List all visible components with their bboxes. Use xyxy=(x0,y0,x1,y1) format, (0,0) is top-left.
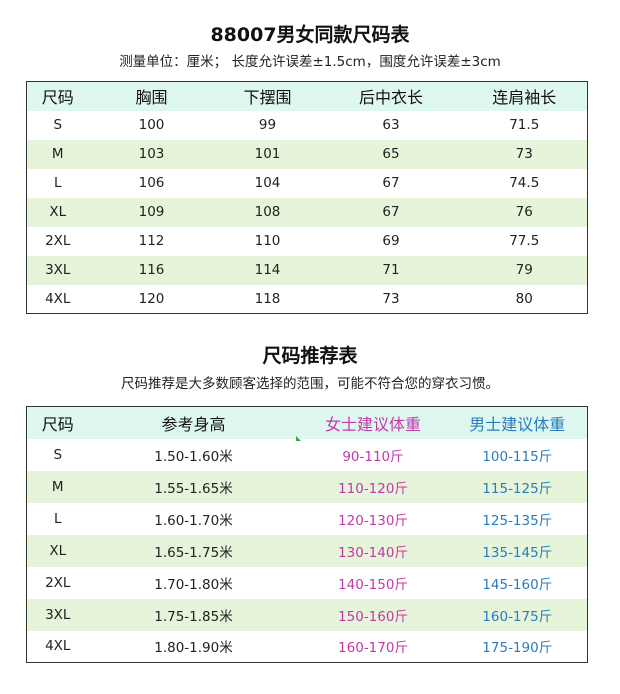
table-row: XL 109 108 67 76 xyxy=(26,197,588,227)
header-male-weight: 男士建议体重 xyxy=(447,406,588,439)
table-row: 3XL 116 114 71 79 xyxy=(26,255,588,285)
table-cell: S xyxy=(26,438,89,471)
table-cell: 67 xyxy=(320,197,462,227)
table-cell: 101 xyxy=(214,139,321,169)
table-cell: S xyxy=(26,110,89,140)
table-cell: 116 xyxy=(88,255,215,285)
recommend-table-subtitle: 尺码推荐是大多数顾客选择的范围，可能不符合您的穿衣习惯。 xyxy=(121,376,499,392)
size-table-header-row: 尺码 胸围 下摆围 后中衣长 连肩袖长 xyxy=(26,81,588,111)
table-cell: 2XL xyxy=(26,566,89,599)
table-row: XL 1.65-1.75米 130-140斤 135-145斤 xyxy=(26,534,588,567)
table-cell: 150-160斤 xyxy=(298,598,448,631)
table-row: L 106 104 67 74.5 xyxy=(26,168,588,198)
table-cell: 135-145斤 xyxy=(447,534,588,567)
table-cell: 120-130斤 xyxy=(298,502,448,535)
table-cell: M xyxy=(26,470,89,503)
table-cell: 130-140斤 xyxy=(298,534,448,567)
table-row: 4XL 120 118 73 80 xyxy=(26,284,588,314)
table-cell: 1.60-1.70米 xyxy=(88,502,299,535)
header-chest: 胸围 xyxy=(88,81,215,111)
table-row: 4XL 1.80-1.90米 160-170斤 175-190斤 xyxy=(26,630,588,663)
table-cell: 100-115斤 xyxy=(447,438,588,471)
table-cell: L xyxy=(26,168,89,198)
table-cell: 74.5 xyxy=(461,168,588,198)
table-cell: 140-150斤 xyxy=(298,566,448,599)
table-row: M 1.55-1.65米 110-120斤 115-125斤 xyxy=(26,470,588,503)
table-cell: 145-160斤 xyxy=(447,566,588,599)
header-height: 参考身高 xyxy=(88,406,299,439)
table-cell: 76 xyxy=(461,197,588,227)
table-cell: 80 xyxy=(461,284,588,314)
table-cell: XL xyxy=(26,534,89,567)
table-cell: 1.65-1.75米 xyxy=(88,534,299,567)
table-cell: 1.55-1.65米 xyxy=(88,470,299,503)
table-cell: 108 xyxy=(214,197,321,227)
table-cell: 4XL xyxy=(26,284,89,314)
table-cell: 69 xyxy=(320,226,462,256)
table-cell: 106 xyxy=(88,168,215,198)
table-cell: 79 xyxy=(461,255,588,285)
size-table: 尺码 胸围 下摆围 后中衣长 连肩袖长 S 100 99 63 71.5 M 1… xyxy=(26,81,588,314)
table-cell: 71.5 xyxy=(461,110,588,140)
table-cell: 160-170斤 xyxy=(298,630,448,663)
header-size: 尺码 xyxy=(26,406,89,439)
table-cell: L xyxy=(26,502,89,535)
table-cell: 3XL xyxy=(26,598,89,631)
recommend-table-title: 尺码推荐表 xyxy=(262,345,358,367)
corner-marker-icon xyxy=(296,436,301,441)
header-female-weight: 女士建议体重 xyxy=(298,406,448,439)
table-cell: 110-120斤 xyxy=(298,470,448,503)
table-cell: 120 xyxy=(88,284,215,314)
header-hem: 下摆围 xyxy=(214,81,321,111)
table-cell: 115-125斤 xyxy=(447,470,588,503)
table-cell: 1.80-1.90米 xyxy=(88,630,299,663)
table-cell: 71 xyxy=(320,255,462,285)
table-row: S 1.50-1.60米 90-110斤 100-115斤 xyxy=(26,438,588,471)
table-cell: 90-110斤 xyxy=(298,438,448,471)
table-cell: 104 xyxy=(214,168,321,198)
header-sleeve: 连肩袖长 xyxy=(461,81,588,111)
table-cell: 175-190斤 xyxy=(447,630,588,663)
table-cell: 100 xyxy=(88,110,215,140)
table-row: S 100 99 63 71.5 xyxy=(26,110,588,140)
table-row: M 103 101 65 73 xyxy=(26,139,588,169)
table-cell: 1.70-1.80米 xyxy=(88,566,299,599)
table-cell: 73 xyxy=(461,139,588,169)
table-cell: 103 xyxy=(88,139,215,169)
table-cell: 1.75-1.85米 xyxy=(88,598,299,631)
table-cell: 2XL xyxy=(26,226,89,256)
table-cell: 1.50-1.60米 xyxy=(88,438,299,471)
size-table-subtitle: 测量单位：厘米； 长度允许误差±1.5cm，围度允许误差±3cm xyxy=(119,54,501,70)
table-cell: 114 xyxy=(214,255,321,285)
recommend-table: 尺码 参考身高 女士建议体重 男士建议体重 S 1.50-1.60米 90-11… xyxy=(26,406,588,663)
table-cell: 3XL xyxy=(26,255,89,285)
table-cell: 65 xyxy=(320,139,462,169)
table-row: L 1.60-1.70米 120-130斤 125-135斤 xyxy=(26,502,588,535)
table-row: 3XL 1.75-1.85米 150-160斤 160-175斤 xyxy=(26,598,588,631)
table-cell: 118 xyxy=(214,284,321,314)
header-length: 后中衣长 xyxy=(320,81,462,111)
table-row: 2XL 112 110 69 77.5 xyxy=(26,226,588,256)
header-size: 尺码 xyxy=(26,81,89,111)
table-cell: 112 xyxy=(88,226,215,256)
table-cell: 125-135斤 xyxy=(447,502,588,535)
table-cell: 4XL xyxy=(26,630,89,663)
table-cell: XL xyxy=(26,197,89,227)
size-table-title: 88007男女同款尺码表 xyxy=(210,24,410,46)
table-cell: 160-175斤 xyxy=(447,598,588,631)
table-cell: 63 xyxy=(320,110,462,140)
table-cell: 77.5 xyxy=(461,226,588,256)
table-cell: 99 xyxy=(214,110,321,140)
table-cell: 67 xyxy=(320,168,462,198)
table-cell: M xyxy=(26,139,89,169)
table-row: 2XL 1.70-1.80米 140-150斤 145-160斤 xyxy=(26,566,588,599)
table-cell: 73 xyxy=(320,284,462,314)
table-cell: 110 xyxy=(214,226,321,256)
table-cell: 109 xyxy=(88,197,215,227)
recommend-table-header-row: 尺码 参考身高 女士建议体重 男士建议体重 xyxy=(26,406,588,439)
